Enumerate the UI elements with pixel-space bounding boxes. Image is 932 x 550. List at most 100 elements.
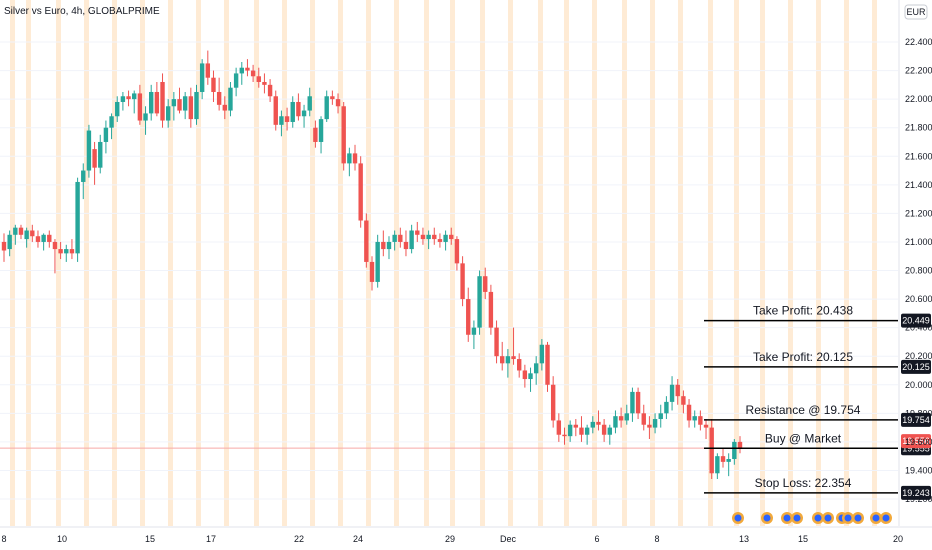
candle-body <box>313 127 318 142</box>
candle-body <box>658 413 663 420</box>
candle-body <box>273 96 278 125</box>
session-band <box>84 0 89 526</box>
candle-body <box>573 424 579 428</box>
annotation-label: Take Profit: 20.438 <box>753 304 853 318</box>
candle-body <box>607 427 612 435</box>
candle-body <box>177 99 182 111</box>
candle-body <box>341 106 346 164</box>
candle-body <box>284 116 290 122</box>
y-tick-label: 20.400 <box>905 323 932 333</box>
currency-label: EUR <box>906 7 926 17</box>
candle-body <box>511 356 516 360</box>
candle-body <box>641 413 646 425</box>
candle-body <box>318 119 324 142</box>
y-tick-label: 22.000 <box>905 94 932 104</box>
x-tick-label: Dec <box>500 534 517 544</box>
candle-body <box>69 249 75 254</box>
candle-body <box>652 419 658 428</box>
x-tick-label: 10 <box>57 534 67 544</box>
candle-body <box>715 456 720 474</box>
candle-body <box>81 170 86 182</box>
x-tick-label: 15 <box>145 534 155 544</box>
candle-body <box>182 96 188 111</box>
candle-body <box>120 96 126 102</box>
candle-body <box>296 101 301 117</box>
price-tag-bg <box>901 359 931 374</box>
candle-body <box>381 241 386 250</box>
x-tick-label: 29 <box>445 534 455 544</box>
x-tick-label: 20 <box>893 534 903 544</box>
candle-body <box>596 421 601 425</box>
candle-body <box>335 99 341 107</box>
candle-body <box>143 113 148 121</box>
x-tick-label: 24 <box>353 534 363 544</box>
candle-body <box>415 230 420 235</box>
x-tick-label: 17 <box>206 534 216 544</box>
candle-body <box>500 356 505 364</box>
session-band <box>112 0 117 526</box>
candle-body <box>426 234 431 240</box>
candle-body <box>307 96 312 111</box>
candle-body <box>132 93 137 100</box>
annotation-label: Resistance @ 19.754 <box>746 403 861 417</box>
candle-body <box>211 77 216 92</box>
candle-body <box>686 404 692 421</box>
candle-body <box>375 241 380 282</box>
y-tick-label: 21.400 <box>905 180 932 190</box>
candle-body <box>86 130 92 171</box>
candle-body <box>103 127 109 142</box>
candle-body <box>98 141 103 168</box>
currency-button[interactable]: EUR <box>904 4 928 20</box>
candle-body <box>228 87 233 111</box>
candle-body <box>115 101 120 117</box>
session-band <box>282 0 287 526</box>
candle-body <box>488 291 494 328</box>
candle-body <box>41 234 46 242</box>
y-tick-label: 19.800 <box>905 408 932 418</box>
candle-body <box>720 456 726 462</box>
candle-body <box>7 234 12 250</box>
candle-body <box>420 234 426 240</box>
candle-body <box>222 104 227 111</box>
price-tag-bg <box>901 412 931 427</box>
candle-body <box>358 163 363 221</box>
candle-body <box>624 413 629 421</box>
candle-body <box>454 239 460 264</box>
session-band <box>224 0 229 526</box>
session-band <box>26 0 31 526</box>
session-band <box>338 0 343 526</box>
candle-body <box>635 391 641 414</box>
candle-body <box>703 424 709 428</box>
candle-body <box>494 327 499 357</box>
candle-body <box>709 427 714 474</box>
candle-body <box>352 153 358 164</box>
candle-body <box>732 441 737 460</box>
candle-body <box>669 384 675 402</box>
session-band <box>394 0 399 526</box>
candle-body <box>216 91 222 105</box>
candle-body <box>647 424 652 428</box>
session-band <box>366 0 371 526</box>
y-tick-label: 19.400 <box>905 465 932 475</box>
dividend-marker-inner <box>783 514 791 522</box>
candle-body <box>386 241 392 250</box>
candle-body <box>364 220 369 262</box>
price-tag-text: 19.754 <box>902 415 930 425</box>
candle-body <box>466 299 471 335</box>
x-tick-label: 15 <box>798 534 808 544</box>
session-band <box>734 0 739 526</box>
candle-body <box>330 96 335 100</box>
y-tick-label: 21.800 <box>905 123 932 133</box>
candle-body <box>160 81 165 121</box>
candle-body <box>24 230 29 240</box>
candle-body <box>539 344 545 364</box>
price-tag-bg <box>901 485 931 500</box>
candle-body <box>347 153 352 164</box>
session-band <box>564 0 569 526</box>
y-tick-label: 20.200 <box>905 351 932 361</box>
y-tick-label: 19.600 <box>905 437 932 447</box>
session-band <box>508 0 513 526</box>
candle-body <box>301 110 307 117</box>
candle-body <box>522 370 528 380</box>
